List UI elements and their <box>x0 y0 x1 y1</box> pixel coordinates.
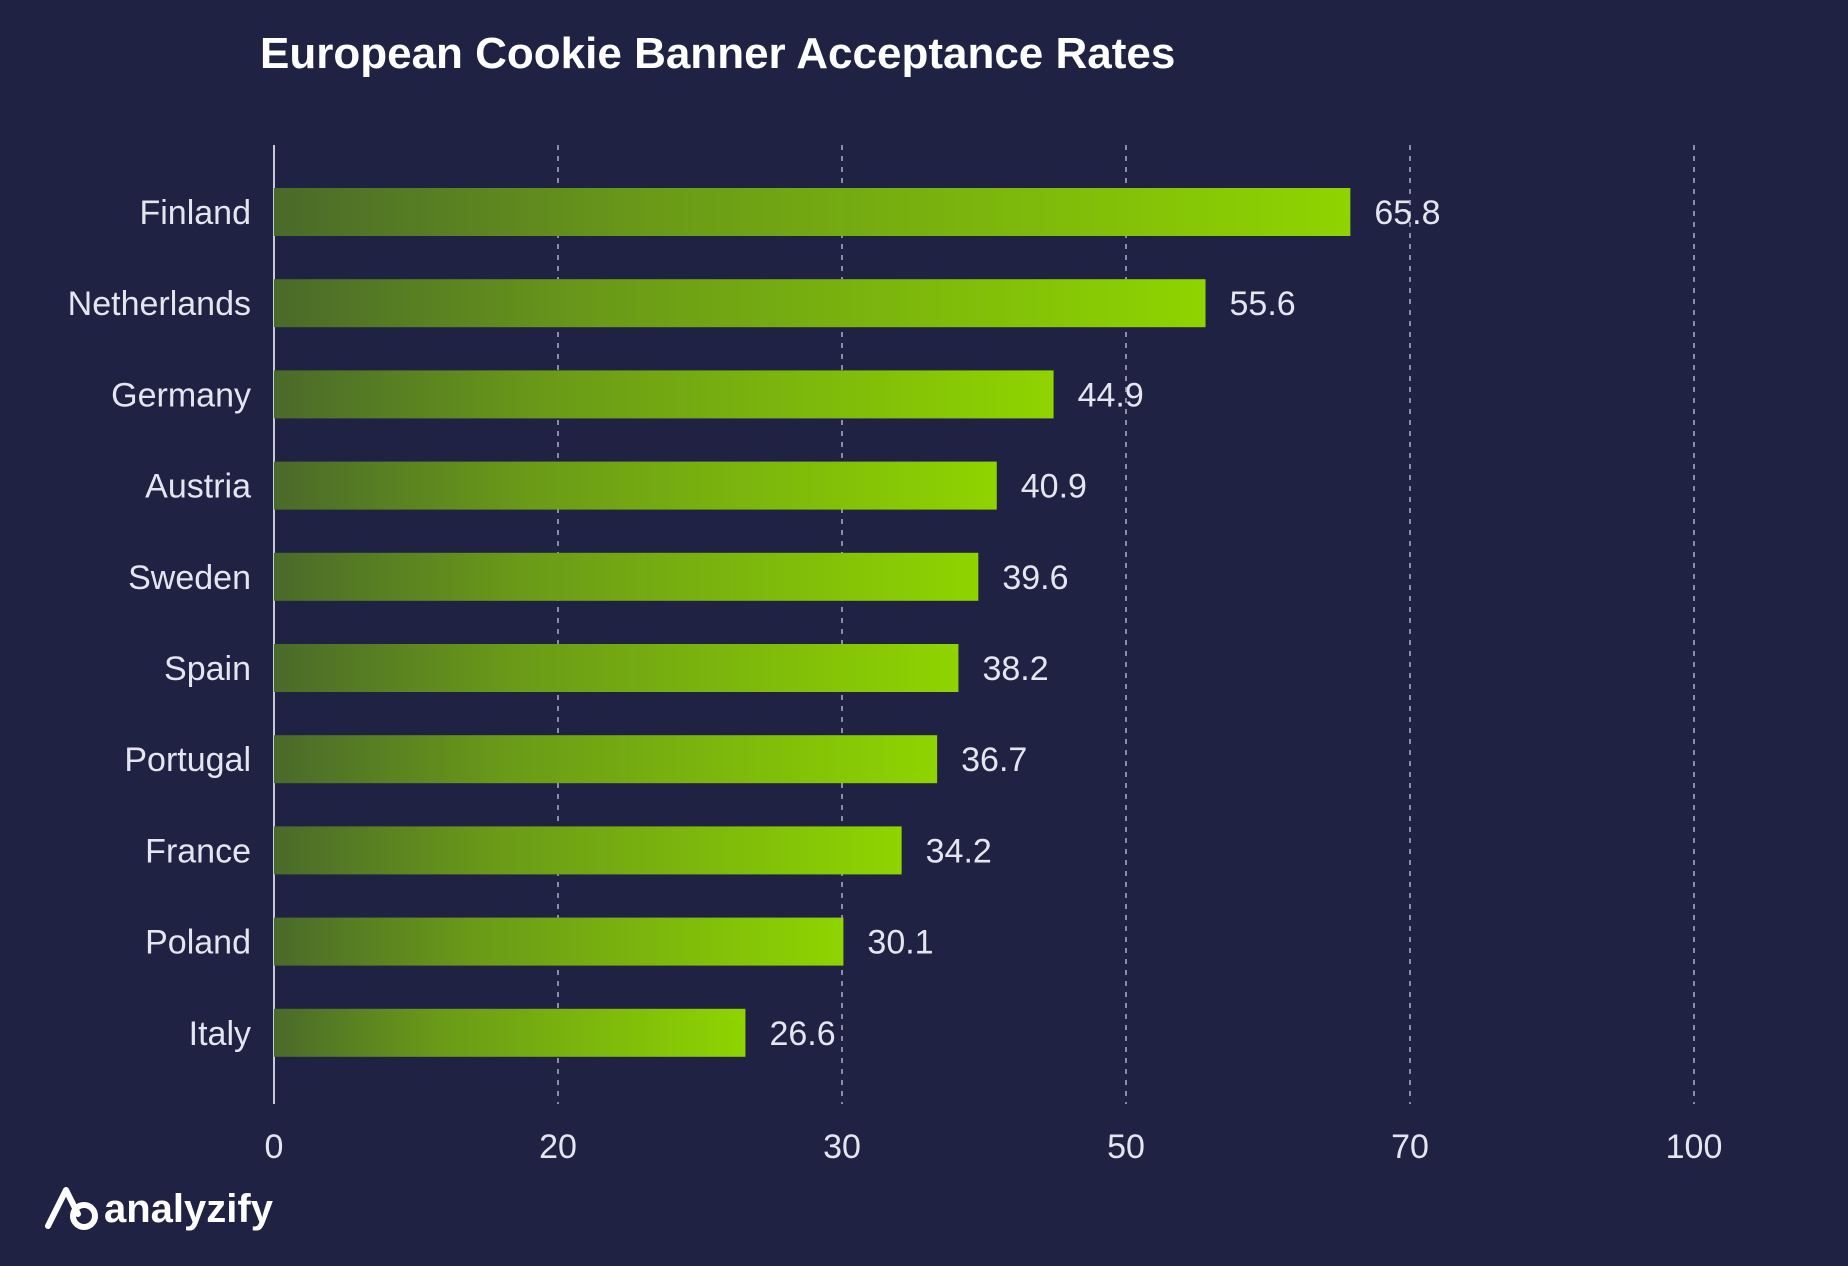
value-label: 55.6 <box>1230 285 1296 323</box>
value-label: 36.7 <box>961 741 1027 779</box>
category-label: Spain <box>164 650 251 688</box>
bar <box>274 552 979 601</box>
bar <box>274 735 938 784</box>
x-tick-label: 50 <box>1107 1128 1145 1166</box>
bar <box>274 644 959 692</box>
x-tick-label: 30 <box>823 1128 861 1166</box>
bar <box>274 826 902 875</box>
category-label: Sweden <box>128 559 251 597</box>
value-label: 34.2 <box>926 832 992 870</box>
value-label: 39.6 <box>1002 559 1068 597</box>
value-label: 30.1 <box>867 924 933 962</box>
category-label: Germany <box>111 376 251 414</box>
category-label: Portugal <box>124 741 251 779</box>
value-label: 38.2 <box>982 650 1048 688</box>
brand-name: analyzify <box>104 1187 274 1231</box>
brand-logo: analyzify <box>45 1187 274 1231</box>
category-label: Austria <box>145 468 251 506</box>
category-label: Poland <box>145 924 251 962</box>
category-label: Italy <box>189 1015 251 1053</box>
value-label: 40.9 <box>1021 468 1087 506</box>
bar <box>274 461 997 510</box>
value-label: 44.9 <box>1078 376 1144 414</box>
analyzify-logo-icon <box>45 1187 98 1230</box>
bar <box>274 188 1351 236</box>
x-tick-label: 70 <box>1391 1128 1429 1166</box>
x-axis-ticks: 0 20 30 50 70 100 <box>265 1128 1723 1166</box>
chart-title: European Cookie Banner Acceptance Rates <box>260 29 1175 78</box>
x-tick-label: 20 <box>539 1128 577 1166</box>
value-label: 26.6 <box>769 1015 835 1053</box>
category-label: France <box>145 832 251 870</box>
x-tick-label: 100 <box>1666 1128 1723 1166</box>
bar <box>274 370 1054 419</box>
bar <box>274 917 844 966</box>
x-tick-label: 0 <box>265 1128 284 1166</box>
category-label: Finland <box>139 194 251 232</box>
category-label: Netherlands <box>68 285 251 323</box>
bars: Finland 65.8 Netherlands 55.6 Germany 44.9 Aus… <box>68 188 1441 1057</box>
bar <box>274 279 1206 328</box>
bar <box>274 1008 746 1057</box>
value-label: 65.8 <box>1374 194 1440 232</box>
